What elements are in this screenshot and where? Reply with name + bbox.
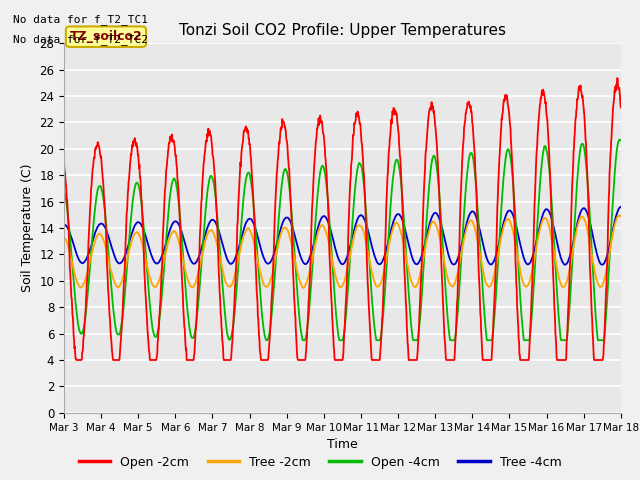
Open -4cm bbox=[184, 311, 191, 317]
Open -2cm bbox=[502, 92, 509, 98]
Line: Tree -4cm: Tree -4cm bbox=[64, 207, 621, 265]
Open -4cm bbox=[170, 176, 178, 181]
Tree -4cm bbox=[617, 204, 625, 210]
Open -4cm bbox=[246, 174, 254, 180]
Tree -4cm bbox=[184, 250, 191, 256]
Line: Tree -2cm: Tree -2cm bbox=[64, 216, 621, 288]
Text: TZ_soilco2: TZ_soilco2 bbox=[70, 30, 142, 43]
Tree -2cm bbox=[616, 213, 623, 218]
Tree -4cm bbox=[502, 214, 509, 219]
Open -4cm bbox=[502, 154, 509, 159]
Open -4cm bbox=[551, 256, 559, 262]
Tree -4cm bbox=[246, 216, 254, 222]
Open -2cm bbox=[429, 107, 437, 112]
Tree -4cm bbox=[551, 228, 559, 234]
Tree -2cm bbox=[551, 255, 559, 261]
X-axis label: Time: Time bbox=[327, 438, 358, 451]
Open -4cm bbox=[616, 137, 623, 143]
Tree -2cm bbox=[429, 218, 437, 224]
Open -2cm bbox=[171, 143, 179, 149]
Open -4cm bbox=[60, 187, 68, 193]
Tree -2cm bbox=[617, 213, 625, 219]
Tree -4cm bbox=[598, 262, 606, 268]
Open -2cm bbox=[60, 158, 68, 164]
Open -4cm bbox=[262, 337, 270, 343]
Open -2cm bbox=[551, 316, 559, 322]
Text: No data for f_T2_TC1: No data for f_T2_TC1 bbox=[13, 14, 148, 25]
Tree -2cm bbox=[60, 235, 68, 240]
Open -2cm bbox=[184, 357, 192, 363]
Open -4cm bbox=[617, 137, 625, 143]
Text: No data for f_T2_TC2: No data for f_T2_TC2 bbox=[13, 34, 148, 45]
Tree -2cm bbox=[246, 228, 254, 234]
Line: Open -2cm: Open -2cm bbox=[64, 78, 621, 360]
Open -2cm bbox=[614, 75, 621, 81]
Line: Open -4cm: Open -4cm bbox=[64, 140, 621, 340]
Tree -4cm bbox=[170, 219, 178, 225]
Legend: Open -2cm, Tree -2cm, Open -4cm, Tree -4cm: Open -2cm, Tree -2cm, Open -4cm, Tree -4… bbox=[74, 451, 566, 474]
Tree -4cm bbox=[429, 212, 436, 218]
Y-axis label: Soil Temperature (C): Soil Temperature (C) bbox=[20, 164, 34, 292]
Open -2cm bbox=[617, 105, 625, 110]
Tree -4cm bbox=[60, 222, 68, 228]
Tree -2cm bbox=[170, 228, 178, 234]
Open -2cm bbox=[246, 152, 254, 158]
Open -4cm bbox=[429, 154, 437, 159]
Tree -2cm bbox=[184, 277, 191, 283]
Tree -2cm bbox=[300, 285, 307, 291]
Open -2cm bbox=[72, 357, 80, 363]
Tree -2cm bbox=[502, 218, 509, 224]
Title: Tonzi Soil CO2 Profile: Upper Temperatures: Tonzi Soil CO2 Profile: Upper Temperatur… bbox=[179, 23, 506, 38]
